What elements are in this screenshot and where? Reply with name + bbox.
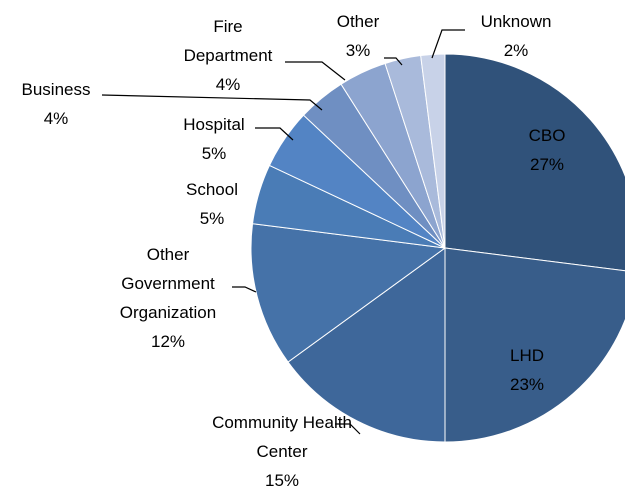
category-name: Fire Department [183,17,273,65]
slice-label: LHD 23% [497,341,557,399]
leader-line [384,57,403,66]
value-label: 12% [150,332,186,351]
value-label: 4% [43,109,69,128]
category-name: Other [336,12,380,31]
leader-line [285,61,346,81]
slice-label: Other Government Organization 12% [103,240,233,356]
leader-line [335,423,361,435]
category-name: Community Health Center [212,413,352,461]
category-name: Hospital [183,115,245,134]
slice-label: Business 4% [6,75,106,133]
value-label: 15% [264,471,300,490]
category-name: Other Government Organization [119,245,217,322]
leader-line [255,127,294,141]
pie-slice [444,53,625,272]
pie-slice [250,223,447,363]
slice-label: Hospital 5% [169,110,259,168]
category-name: Business [21,80,91,99]
pie-slice [444,247,625,443]
value-label: 27% [529,155,565,174]
value-label: 5% [199,209,225,228]
category-name: Unknown [480,12,552,31]
slice-label: School 5% [172,175,252,233]
leader-lines [101,29,465,435]
leader-line [431,29,465,59]
category-name: CBO [528,126,566,145]
slice-label: Fire Department 4% [168,12,288,99]
slice-label: CBO 27% [517,121,577,179]
category-name: School [186,180,238,199]
slices [250,53,625,443]
slice-label: Community Health Center 15% [210,408,355,495]
value-label: 4% [215,75,241,94]
value-label: 3% [345,41,371,60]
value-label: 23% [509,375,545,394]
slice-label: Unknown 2% [466,7,566,65]
value-label: 5% [201,144,227,163]
leader-line [101,94,323,111]
pie-slice [287,247,446,443]
leader-line [232,286,257,293]
value-label: 2% [503,41,529,60]
category-name: LHD [509,346,544,365]
slice-label: Other 3% [328,7,388,65]
